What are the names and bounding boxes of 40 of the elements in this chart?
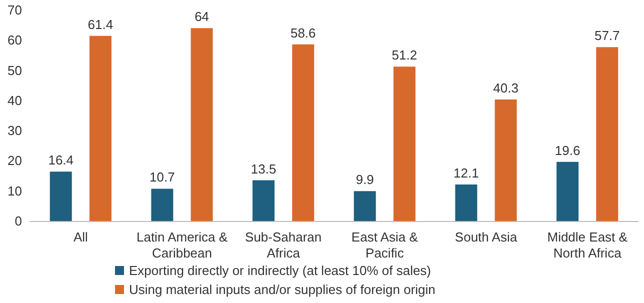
- x-tick-label: Sub-Saharan Africa: [245, 230, 322, 260]
- bar: [494, 100, 517, 221]
- bar: [50, 172, 72, 221]
- bar: [190, 28, 213, 221]
- bar: [292, 44, 314, 221]
- bar: [455, 184, 478, 221]
- y-tick-label: 40: [8, 92, 22, 108]
- data-label: 51.2: [392, 48, 418, 63]
- bar: [252, 180, 275, 221]
- bar: [393, 66, 416, 221]
- y-tick-label: 30: [8, 123, 22, 138]
- data-label: 16.4: [48, 152, 74, 168]
- data-label: 13.5: [250, 161, 276, 176]
- data-label: 19.6: [554, 142, 580, 158]
- y-tick-label: 70: [8, 2, 22, 18]
- data-label: 58.6: [290, 25, 316, 40]
- data-label: 10.7: [150, 170, 175, 185]
- data-label: 12.1: [454, 166, 479, 181]
- y-tick-label: 60: [8, 32, 22, 48]
- data-label: 40.3: [493, 80, 518, 96]
- y-tick-label: 20: [8, 153, 22, 168]
- bar: [89, 36, 112, 221]
- data-label: 9.9: [356, 172, 374, 188]
- legend-label: Exporting directly or indirectly (at least 10% of sales): [129, 263, 432, 278]
- y-tick-label: 50: [8, 62, 22, 78]
- bar: [556, 162, 579, 221]
- data-label: 64: [194, 9, 210, 24]
- bar: [151, 188, 174, 221]
- data-label: 61.4: [88, 16, 114, 32]
- bar: [354, 191, 376, 221]
- y-tick-label: 10: [8, 183, 22, 198]
- x-tick-label: All: [73, 230, 88, 244]
- data-label: 57.7: [594, 28, 620, 44]
- x-tick-label: Middle East & North Africa: [547, 230, 628, 260]
- legend-label: Using material inputs and/or supplies of foreign origin: [129, 282, 436, 297]
- y-tick-label: 0: [14, 214, 22, 228]
- x-tick-label: East Asia & Pacific: [351, 230, 418, 260]
- x-tick-label: Latin America & Caribbean: [136, 230, 228, 260]
- bar: [596, 47, 618, 221]
- x-tick-label: South Asia: [454, 230, 518, 244]
